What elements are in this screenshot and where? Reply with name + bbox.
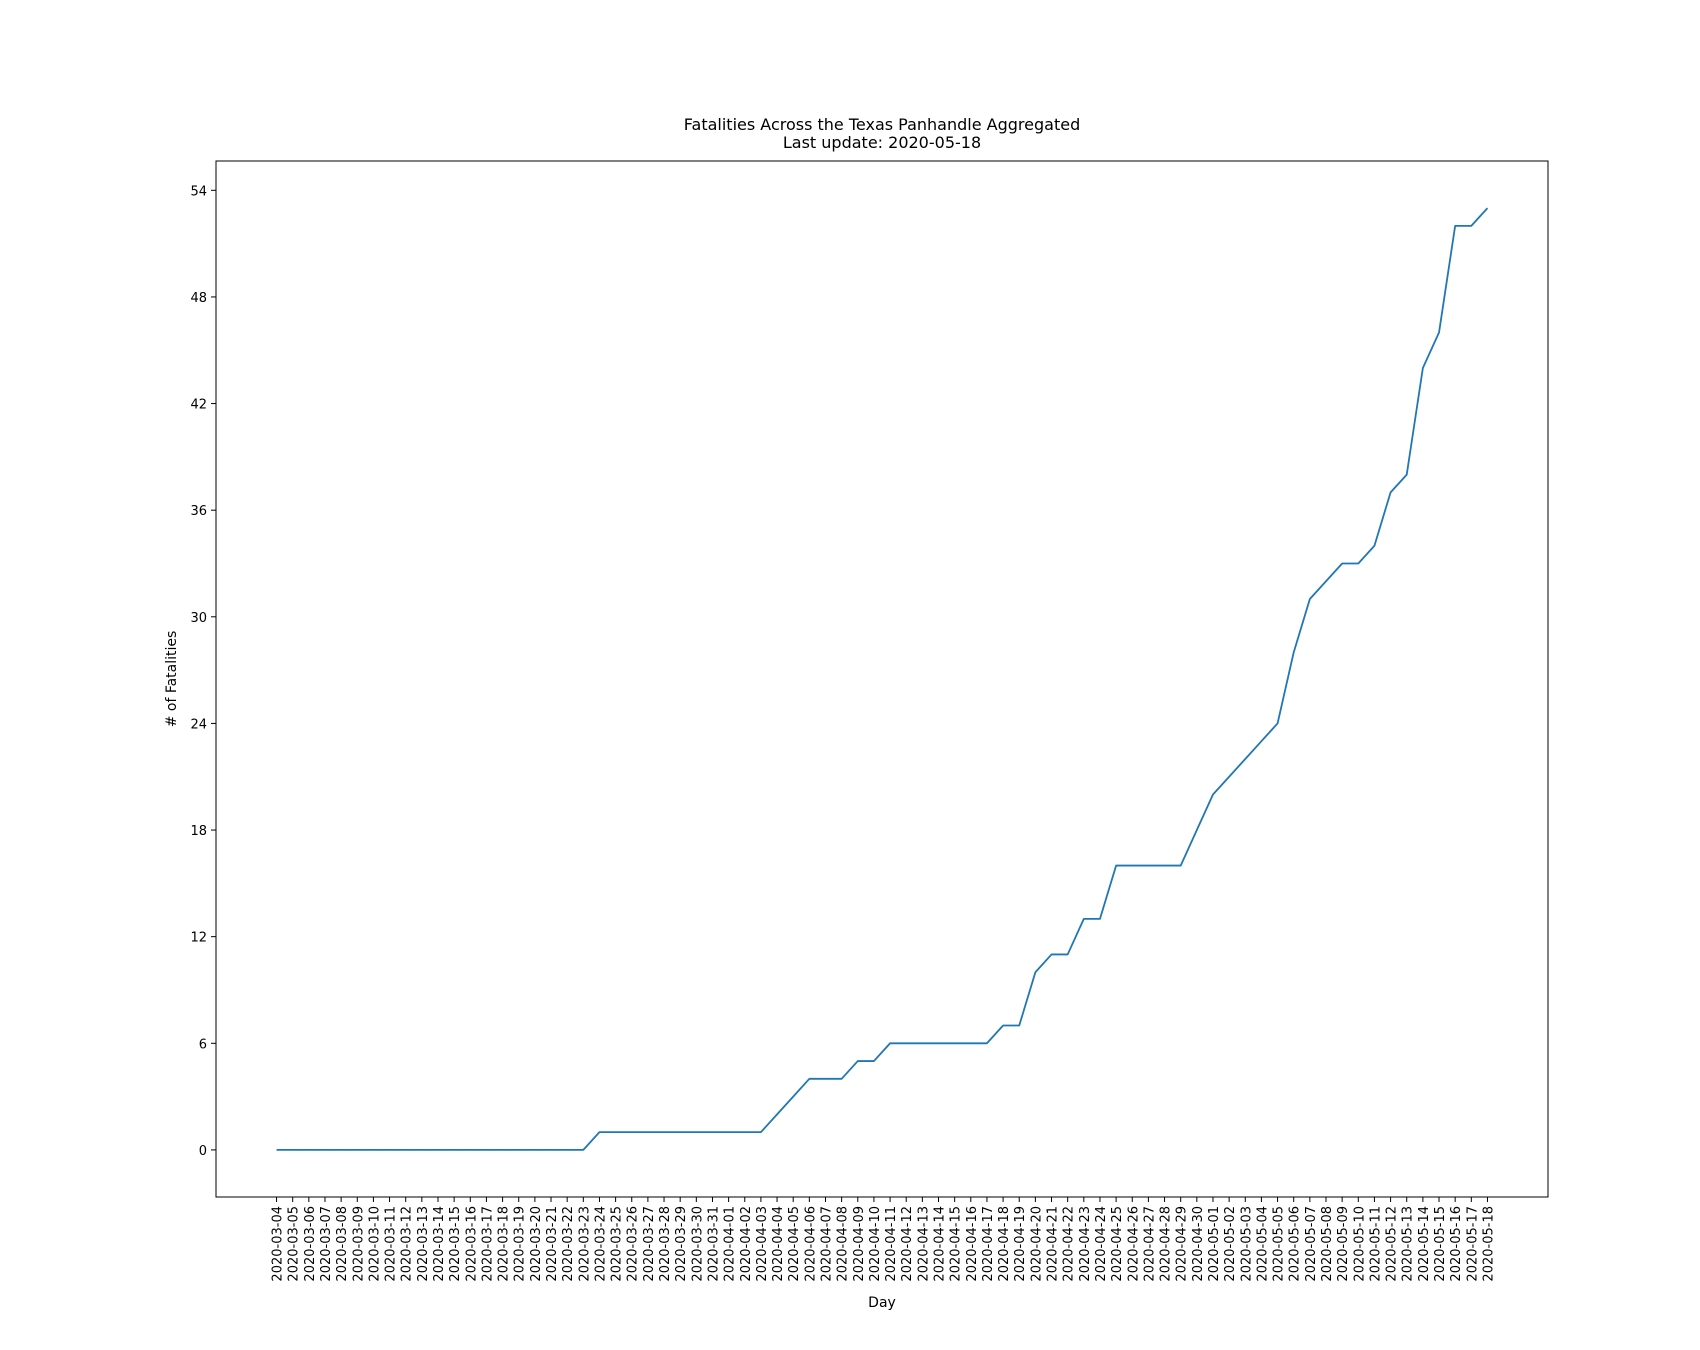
y-tick-label: 54 (190, 184, 207, 199)
x-tick-label: 2020-03-22 (561, 1206, 576, 1282)
x-tick-label: 2020-05-18 (1481, 1206, 1496, 1282)
x-tick-label: 2020-03-15 (448, 1206, 463, 1282)
x-tick-label: 2020-03-19 (513, 1206, 528, 1282)
x-tick-label: 2020-04-27 (1142, 1206, 1157, 1282)
x-tick-label: 2020-03-17 (480, 1206, 495, 1282)
x-tick-label: 2020-03-21 (545, 1206, 560, 1282)
x-tick-label: 2020-05-12 (1385, 1206, 1400, 1282)
x-tick-label: 2020-03-11 (384, 1206, 399, 1282)
x-tick-label: 2020-05-17 (1465, 1206, 1480, 1282)
chart-title: Fatalities Across the Texas Panhandle Ag… (684, 115, 1080, 134)
chart-subtitle: Last update: 2020-05-18 (783, 133, 981, 152)
x-tick-label: 2020-03-16 (464, 1206, 479, 1282)
x-tick-label: 2020-03-30 (690, 1206, 705, 1282)
x-tick-label: 2020-04-20 (1029, 1206, 1044, 1282)
x-tick-label: 2020-05-02 (1223, 1206, 1238, 1282)
y-tick-label: 0 (199, 1144, 207, 1159)
x-tick-label: 2020-04-21 (1046, 1206, 1061, 1282)
x-tick-label: 2020-04-15 (949, 1206, 964, 1282)
x-tick-label: 2020-04-12 (900, 1206, 915, 1282)
x-tick-label: 2020-04-18 (997, 1206, 1012, 1282)
x-tick-label: 2020-04-01 (723, 1206, 738, 1282)
x-tick-label: 2020-03-09 (351, 1206, 366, 1282)
x-tick-label: 2020-04-14 (933, 1206, 948, 1282)
x-tick-label: 2020-04-25 (1110, 1206, 1125, 1282)
x-tick-label: 2020-04-22 (1062, 1206, 1077, 1282)
x-tick-label: 2020-04-03 (755, 1206, 770, 1282)
x-tick-label: 2020-03-18 (497, 1206, 512, 1282)
x-tick-label: 2020-04-13 (916, 1206, 931, 1282)
x-tick-label: 2020-03-24 (593, 1206, 608, 1282)
y-tick-label: 42 (190, 398, 207, 413)
x-tick-label: 2020-05-09 (1336, 1206, 1351, 1282)
y-tick-label: 6 (199, 1037, 207, 1052)
x-tick-label: 2020-05-13 (1401, 1206, 1416, 1282)
x-tick-label: 2020-04-26 (1126, 1206, 1141, 1282)
x-tick-label: 2020-03-05 (287, 1206, 302, 1282)
x-tick-label: 2020-05-07 (1304, 1206, 1319, 1282)
y-axis-label: # of Fatalities (164, 631, 180, 728)
x-tick-label: 2020-03-08 (335, 1206, 350, 1282)
x-tick-label: 2020-04-29 (1175, 1206, 1190, 1282)
x-tick-label: 2020-05-05 (1272, 1206, 1287, 1282)
x-tick-label: 2020-03-27 (642, 1206, 657, 1282)
x-tick-label: 2020-04-24 (1094, 1206, 1109, 1282)
x-tick-label: 2020-04-04 (771, 1206, 786, 1282)
x-tick-label: 2020-04-09 (852, 1206, 867, 1282)
x-tick-label: 2020-04-08 (836, 1206, 851, 1282)
x-tick-label: 2020-03-20 (529, 1206, 544, 1282)
plot-frame (215, 160, 1549, 1198)
x-tick-label: 2020-05-16 (1449, 1206, 1464, 1282)
x-tick-label: 2020-04-10 (868, 1206, 883, 1282)
x-tick-label: 2020-03-31 (706, 1206, 721, 1282)
x-tick-label: 2020-03-28 (658, 1206, 673, 1282)
x-tick-label: 2020-05-15 (1433, 1206, 1448, 1282)
x-tick-label: 2020-05-04 (1255, 1206, 1270, 1282)
x-tick-label: 2020-03-14 (432, 1206, 447, 1282)
x-tick-label: 2020-03-26 (626, 1206, 641, 1282)
x-tick-label: 2020-04-30 (1191, 1206, 1206, 1282)
x-axis-label: Day (868, 1295, 896, 1311)
x-tick-label: 2020-03-06 (303, 1206, 318, 1282)
x-tick-label: 2020-05-01 (1207, 1206, 1222, 1282)
y-tick-label: 30 (190, 611, 207, 626)
x-tick-label: 2020-04-06 (803, 1206, 818, 1282)
x-tick-label: 2020-05-10 (1352, 1206, 1367, 1282)
x-tick-label: 2020-04-02 (739, 1206, 754, 1282)
x-tick-label: 2020-04-07 (819, 1206, 834, 1282)
x-tick-label: 2020-05-11 (1368, 1206, 1383, 1282)
x-tick-label: 2020-04-23 (1078, 1206, 1093, 1282)
x-tick-label: 2020-05-14 (1417, 1206, 1432, 1282)
x-tick-label: 2020-03-07 (319, 1206, 334, 1282)
x-tick-label: 2020-04-05 (787, 1206, 802, 1282)
x-tick-label: 2020-04-28 (1159, 1206, 1174, 1282)
x-tick-label: 2020-03-04 (271, 1206, 286, 1282)
y-tick-label: 48 (190, 291, 207, 306)
x-tick-label: 2020-04-16 (965, 1206, 980, 1282)
x-tick-label: 2020-03-23 (577, 1206, 592, 1282)
x-tick-label: 2020-04-17 (981, 1206, 996, 1282)
data-line (276, 207, 1489, 1151)
y-tick-label: 12 (190, 931, 207, 946)
x-tick-label: 2020-04-11 (884, 1206, 899, 1282)
x-tick-label: 2020-03-10 (367, 1206, 382, 1282)
x-tick-label: 2020-03-13 (416, 1206, 431, 1282)
x-tick-label: 2020-03-29 (674, 1206, 689, 1282)
x-tick-label: 2020-05-08 (1320, 1206, 1335, 1282)
x-tick-label: 2020-05-03 (1239, 1206, 1254, 1282)
y-tick-label: 18 (190, 824, 207, 839)
y-tick-label: 24 (190, 717, 207, 732)
y-tick-label: 36 (190, 504, 207, 519)
x-tick-label: 2020-05-06 (1288, 1206, 1303, 1282)
x-tick-label: 2020-04-19 (1013, 1206, 1028, 1282)
x-tick-label: 2020-03-25 (610, 1206, 625, 1282)
x-tick-label: 2020-03-12 (400, 1206, 415, 1282)
